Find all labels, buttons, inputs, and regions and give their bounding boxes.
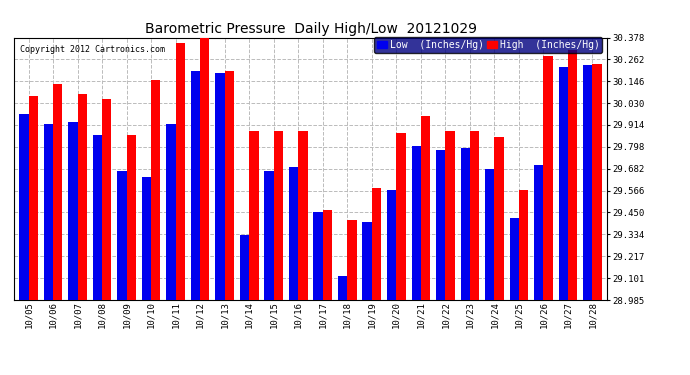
Bar <box>372 188 381 300</box>
Bar <box>53 84 62 300</box>
Bar <box>77 94 87 300</box>
Bar <box>583 65 593 300</box>
Bar <box>396 133 406 300</box>
Bar <box>43 124 53 300</box>
Bar <box>142 177 151 300</box>
Bar <box>544 56 553 300</box>
Bar <box>191 71 200 300</box>
Bar <box>151 81 161 300</box>
Bar <box>362 222 372 300</box>
Bar <box>495 137 504 300</box>
Bar <box>166 124 176 300</box>
Bar <box>92 135 102 300</box>
Bar <box>289 167 298 300</box>
Bar <box>176 43 185 300</box>
Bar <box>568 50 578 300</box>
Bar <box>298 131 308 300</box>
Bar <box>68 122 77 300</box>
Bar <box>225 71 234 300</box>
Bar <box>445 131 455 300</box>
Bar <box>485 169 495 300</box>
Bar <box>323 210 332 300</box>
Bar <box>19 114 28 300</box>
Bar <box>338 276 347 300</box>
Bar <box>240 235 249 300</box>
Title: Barometric Pressure  Daily High/Low  20121029: Barometric Pressure Daily High/Low 20121… <box>144 22 477 36</box>
Bar <box>387 190 396 300</box>
Legend: Low  (Inches/Hg), High  (Inches/Hg): Low (Inches/Hg), High (Inches/Hg) <box>375 37 602 53</box>
Bar <box>347 220 357 300</box>
Bar <box>126 135 136 300</box>
Bar <box>593 63 602 300</box>
Bar <box>470 131 479 300</box>
Bar <box>200 37 210 300</box>
Bar <box>249 131 259 300</box>
Bar <box>436 150 445 300</box>
Bar <box>215 73 225 300</box>
Bar <box>460 148 470 300</box>
Text: Copyright 2012 Cartronics.com: Copyright 2012 Cartronics.com <box>20 45 165 54</box>
Bar <box>28 96 38 300</box>
Bar <box>411 146 421 300</box>
Bar <box>102 99 111 300</box>
Bar <box>510 218 519 300</box>
Bar <box>313 212 323 300</box>
Bar <box>421 116 430 300</box>
Bar <box>274 131 283 300</box>
Bar <box>519 190 529 300</box>
Bar <box>117 171 126 300</box>
Bar <box>264 171 274 300</box>
Bar <box>559 67 568 300</box>
Bar <box>534 165 544 300</box>
